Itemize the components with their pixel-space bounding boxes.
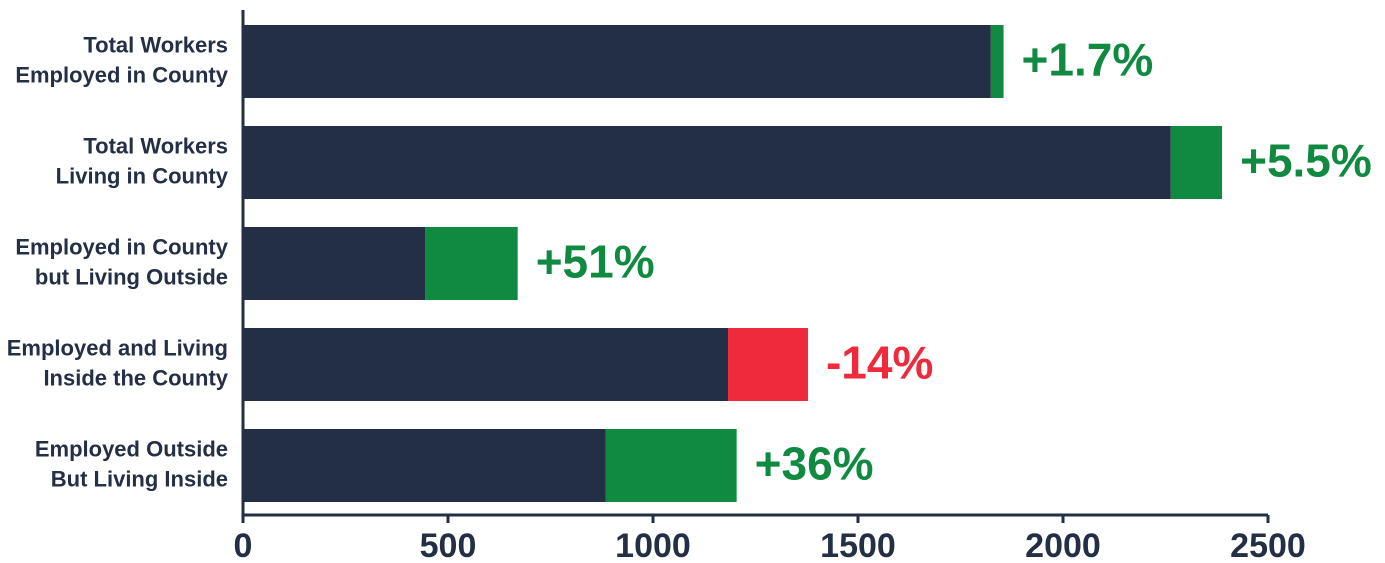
change-label: +5.5% xyxy=(1240,135,1372,187)
bar-segment xyxy=(243,25,991,98)
x-tick-label: 2000 xyxy=(1025,527,1101,563)
bar-segment xyxy=(990,25,1004,98)
x-tick-label: 2500 xyxy=(1230,527,1306,563)
bar-segment xyxy=(243,429,606,502)
category-label: Living in County xyxy=(56,163,229,188)
bar-segment xyxy=(243,126,1171,199)
x-tick-label: 1000 xyxy=(615,527,691,563)
change-label: +36% xyxy=(755,438,874,490)
bar-segment xyxy=(1170,126,1223,199)
change-label: +51% xyxy=(536,236,655,288)
category-label: Employed and Living xyxy=(7,335,228,360)
category-label: Employed in County xyxy=(15,62,228,87)
bar-segment xyxy=(243,227,426,300)
category-label: Total Workers xyxy=(83,32,228,57)
x-tick-label: 1500 xyxy=(820,527,896,563)
x-tick-label: 500 xyxy=(420,527,477,563)
category-label: but Living Outside xyxy=(35,264,228,289)
bar-segment xyxy=(425,227,518,300)
change-label: +1.7% xyxy=(1022,34,1154,86)
category-label: Inside the County xyxy=(43,365,228,390)
change-label: -14% xyxy=(826,337,933,389)
category-label: But Living Inside xyxy=(51,466,228,491)
bar-segment xyxy=(605,429,737,502)
bar-segment xyxy=(728,328,808,401)
category-label: Total Workers xyxy=(83,133,228,158)
bar-segment xyxy=(243,328,729,401)
category-label: Employed in County xyxy=(15,234,228,259)
x-tick-label: 0 xyxy=(234,527,253,563)
category-label: Employed Outside xyxy=(35,436,228,461)
